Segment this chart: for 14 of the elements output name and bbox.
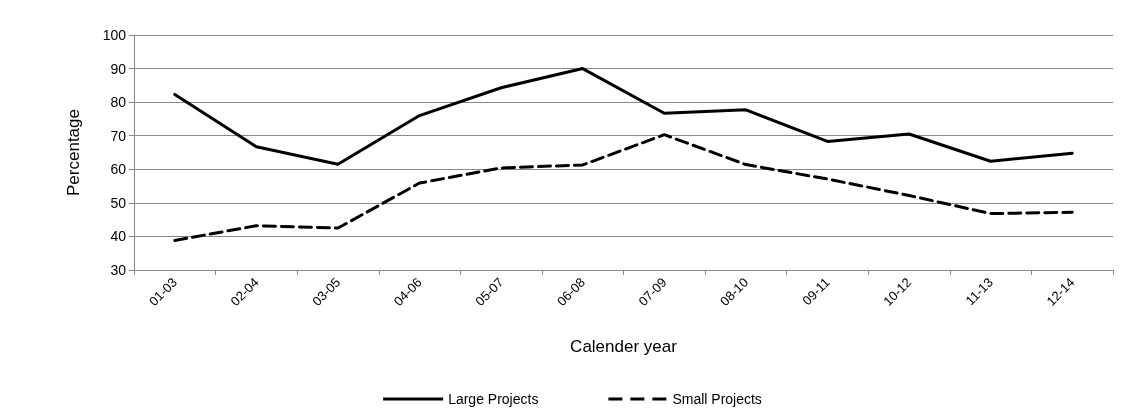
y-tick-label: 30 — [110, 262, 127, 278]
y-tick-label: 100 — [102, 27, 127, 43]
y-axis-title: Percentage — [64, 109, 83, 196]
line-series — [173, 67, 1074, 166]
x-axis-title: Calender year — [570, 337, 678, 356]
y-tick-label: 40 — [110, 228, 127, 245]
y-tick-label: 90 — [110, 60, 127, 77]
y-tick-label: 50 — [110, 194, 127, 211]
y-tick-label: 60 — [110, 161, 127, 178]
line-series — [173, 133, 1074, 242]
legend-label: Small Projects — [672, 391, 762, 407]
legend-label: Large Projects — [448, 391, 539, 407]
y-tick-label: 80 — [110, 94, 127, 111]
y-tick-label: 70 — [110, 127, 127, 144]
